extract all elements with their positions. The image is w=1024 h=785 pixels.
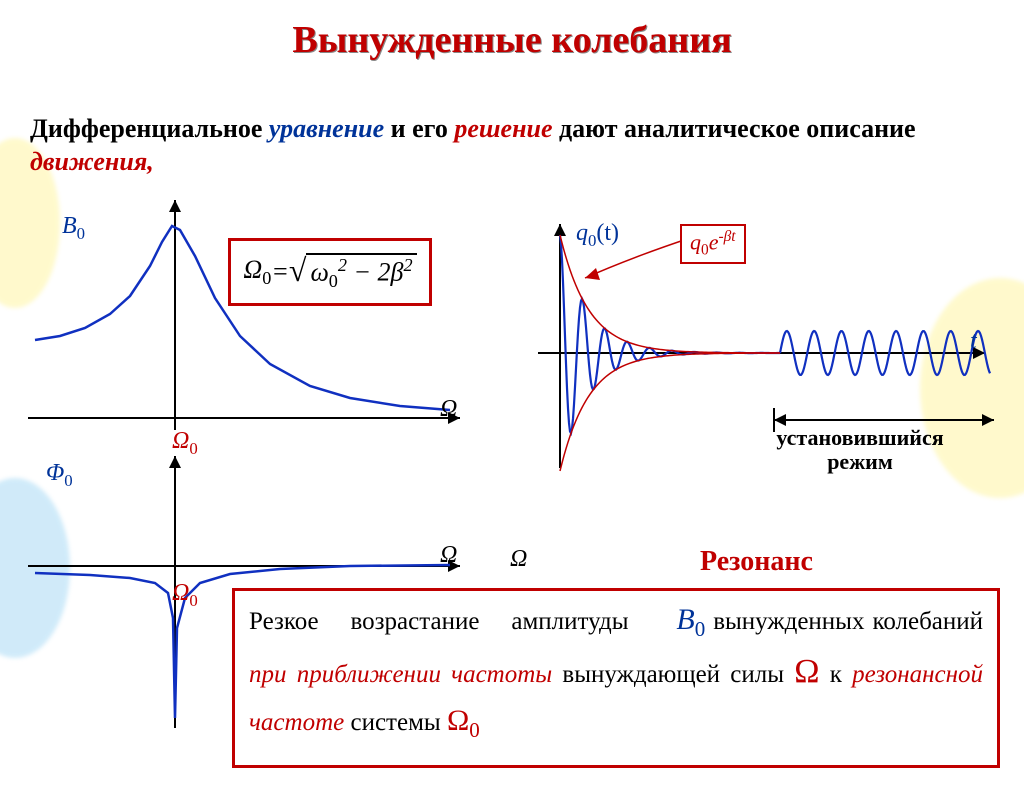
intro-t5: дают аналитическое описание (553, 114, 916, 143)
phi0-label: Φ0 (46, 460, 73, 491)
def-w7: вынуждающей силы (562, 661, 784, 688)
def-w2: возрастание (351, 608, 480, 635)
amplitude-chart (20, 188, 490, 448)
def-w8: Ω (794, 653, 819, 690)
t-label: t (970, 328, 977, 355)
omega0-label-2: Ω0 (172, 580, 198, 611)
def-w3: амплитуды (511, 608, 628, 635)
page-title: Вынужденные колебания (0, 18, 1024, 62)
definition-box: Резкое возрастание амплитуды B0 вынужден… (232, 588, 1000, 768)
intro-t6: движения, (30, 147, 154, 176)
omega-label-3: Ω (510, 546, 527, 573)
q0t-label: q0(t) (576, 220, 619, 251)
def-w5: вынужденных колебаний (713, 608, 983, 635)
steady-label: установившийсярежим (745, 426, 975, 474)
omega-label-1: Ω (440, 396, 457, 423)
def-w9: к (830, 661, 842, 688)
resonance-title: Резонанс (700, 546, 813, 578)
def-w6: при приближении частоты (249, 661, 552, 688)
def-w11: системы (350, 709, 440, 736)
omega-label-2: Ω (440, 542, 457, 569)
b0-label: B0 (62, 213, 85, 244)
intro-t2: уравнение (269, 114, 384, 143)
intro-text: Дифференциальное уравнение и его решение… (30, 113, 990, 178)
intro-t3: и его (384, 114, 454, 143)
envelope-label: q0e-βt (680, 224, 746, 264)
def-w1: Резкое (249, 608, 319, 635)
intro-t1: Дифференциальное (30, 114, 269, 143)
intro-t4: решение (454, 114, 552, 143)
